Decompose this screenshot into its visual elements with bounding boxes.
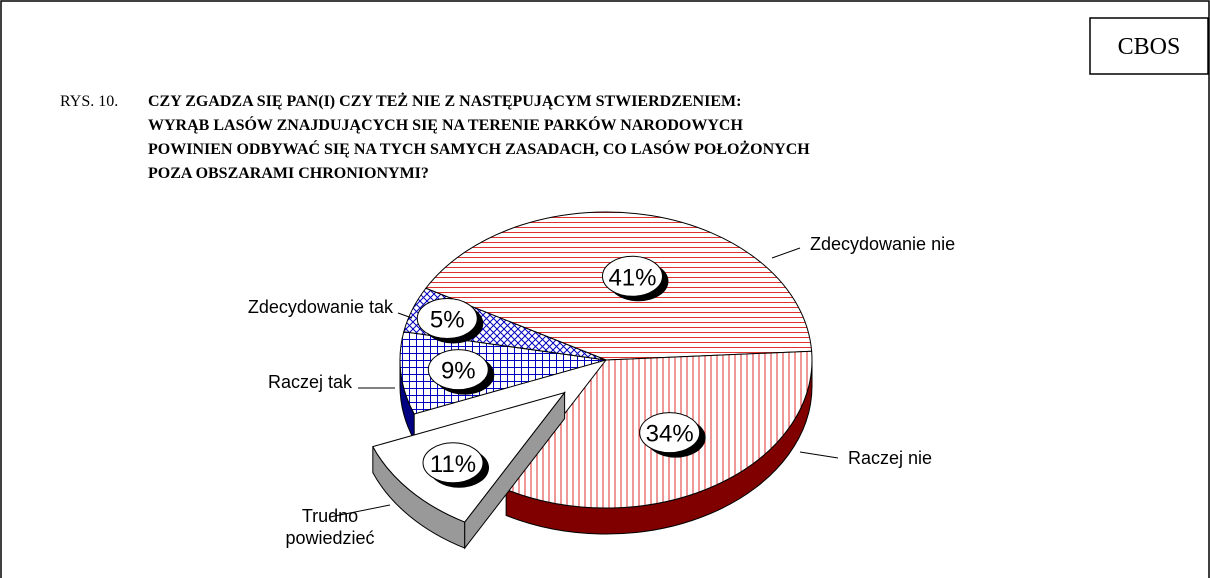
label-bubble [601, 255, 663, 297]
data-label: 11% [430, 451, 476, 478]
leader-line [329, 504, 391, 518]
leader-line [799, 451, 839, 459]
label-bubble [416, 297, 478, 339]
category-label: Zdecydowanie tak [248, 297, 394, 317]
data-label: 41% [608, 264, 656, 291]
category-label: Raczej nie [848, 448, 932, 468]
title-line: WYRĄB LASÓW ZNAJDUJĄCYCH SIĘ NA TERENIE … [148, 115, 743, 134]
title-prefix: RYS. 10. [60, 93, 118, 110]
category-label: Trudno powiedzieć [285, 506, 374, 548]
title: CZY ZGADZA SIĘ PAN(I) CZY TEŻ NIE Z NAST… [148, 91, 810, 182]
pie: 41% Zdecydowanie nie 34% Raczej nie 11% Trudn… [248, 211, 955, 550]
label-bubble [427, 349, 489, 391]
category-label: Zdecydowanie nie [810, 234, 955, 254]
title-line: CZY ZGADZA SIĘ PAN(I) CZY TEŻ NIE Z NAST… [148, 91, 741, 110]
title-line: POWINIEN ODBYWAĆ SIĘ NA TYCH SAMYCH ZASA… [148, 139, 810, 158]
leader-line [397, 312, 413, 319]
category-label: Raczej tak [268, 372, 353, 392]
title-line: POZA OBSZARAMI CHRONIONYMI? [148, 165, 429, 182]
leader-line [771, 247, 801, 259]
data-label: 34% [646, 421, 694, 448]
label-bubble [422, 442, 484, 484]
data-label: 9% [441, 358, 476, 385]
source: CBOS [1118, 34, 1181, 60]
source-box [1089, 17, 1209, 75]
label-bubble [639, 412, 701, 454]
data-label: 5% [430, 306, 465, 333]
